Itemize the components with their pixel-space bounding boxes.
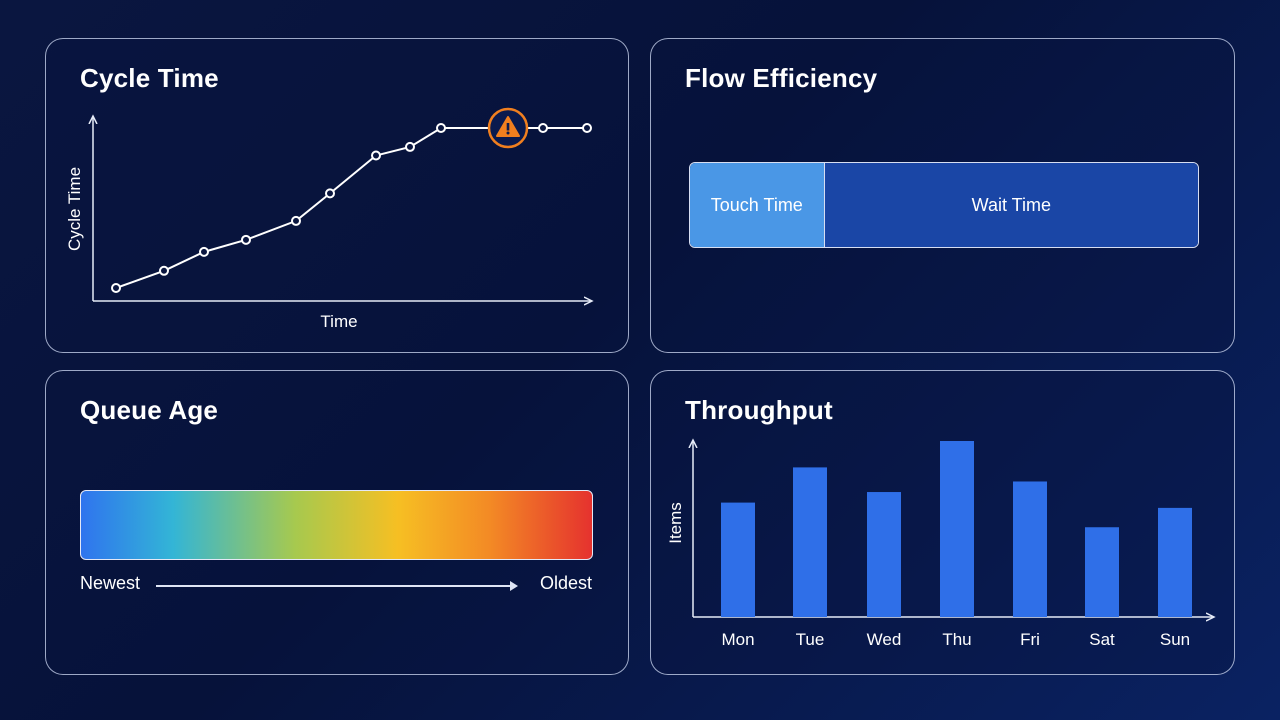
cycle-time-point	[405, 141, 415, 152]
wait-time-segment: Wait Time	[824, 163, 1198, 247]
cycle-time-point	[111, 283, 121, 293]
throughput-bar-fri	[1013, 481, 1047, 617]
warning-exclamation-bar	[506, 123, 510, 131]
cycle-time-point	[582, 123, 592, 133]
throughput-bar-thu	[940, 441, 974, 617]
cycle-time-chart: Cycle Time Time	[65, 107, 630, 331]
throughput-bar-sun	[1158, 507, 1192, 617]
queue-newest-label: Newest	[80, 573, 141, 593]
throughput-y-axis-label: Items	[666, 502, 685, 544]
throughput-tick-label: Sat	[1089, 630, 1115, 649]
throughput-tick-label: Wed	[867, 630, 902, 649]
queue-age-arrow	[156, 582, 518, 590]
throughput-tick-label: Thu	[942, 630, 971, 649]
throughput-bar-mon	[721, 502, 755, 617]
cycle-time-point	[159, 265, 169, 276]
queue-age-gradient-bar	[80, 490, 593, 560]
cycle-time-point	[241, 234, 251, 245]
cycle-time-title: Cycle Time	[80, 63, 219, 93]
cycle-x-axis-label: Time	[320, 312, 357, 331]
throughput-chart: Items Mon Tue Wed Thu Fri Sat Sun	[666, 371, 1236, 649]
queue-oldest-label: Oldest	[539, 573, 592, 593]
throughput-card: Throughput Items Mon Tue Wed Thu Fri Sat Sun	[650, 370, 1235, 675]
cycle-time-card: Cycle Time Cycle Time Time	[45, 38, 629, 353]
cycle-time-line	[115, 127, 587, 289]
flow-efficiency-card: Flow Efficiency Touch Time Wait Time	[650, 38, 1235, 353]
flow-efficiency-bar: Touch Time Wait Time	[689, 162, 1199, 248]
queue-age-card: Queue Age Newest Oldest	[45, 370, 629, 675]
touch-time-segment: Touch Time	[690, 163, 825, 247]
cycle-time-point	[436, 123, 446, 133]
throughput-tick-label: Fri	[1020, 630, 1040, 649]
cycle-time-point	[538, 123, 548, 133]
cycle-y-axis-label: Cycle Time	[65, 167, 84, 251]
queue-age-title: Queue Age	[80, 395, 219, 425]
throughput-tick-label: Mon	[721, 630, 754, 649]
throughput-bar-wed	[867, 492, 901, 617]
flow-efficiency-title: Flow Efficiency	[685, 63, 878, 93]
cycle-time-point	[371, 150, 381, 161]
touch-time-label: Touch Time	[710, 194, 803, 215]
throughput-tick-label: Tue	[796, 630, 825, 649]
wait-time-label: Wait Time	[971, 194, 1051, 215]
cycle-time-point	[325, 188, 335, 199]
throughput-tick-label: Sun	[1160, 630, 1190, 649]
cycle-time-point	[291, 215, 301, 226]
cycle-time-point	[199, 246, 209, 257]
throughput-title: Throughput	[685, 395, 833, 425]
warning-exclamation-dot	[506, 131, 510, 135]
throughput-bar-tue	[793, 467, 827, 617]
throughput-bar-sat	[1085, 527, 1119, 617]
